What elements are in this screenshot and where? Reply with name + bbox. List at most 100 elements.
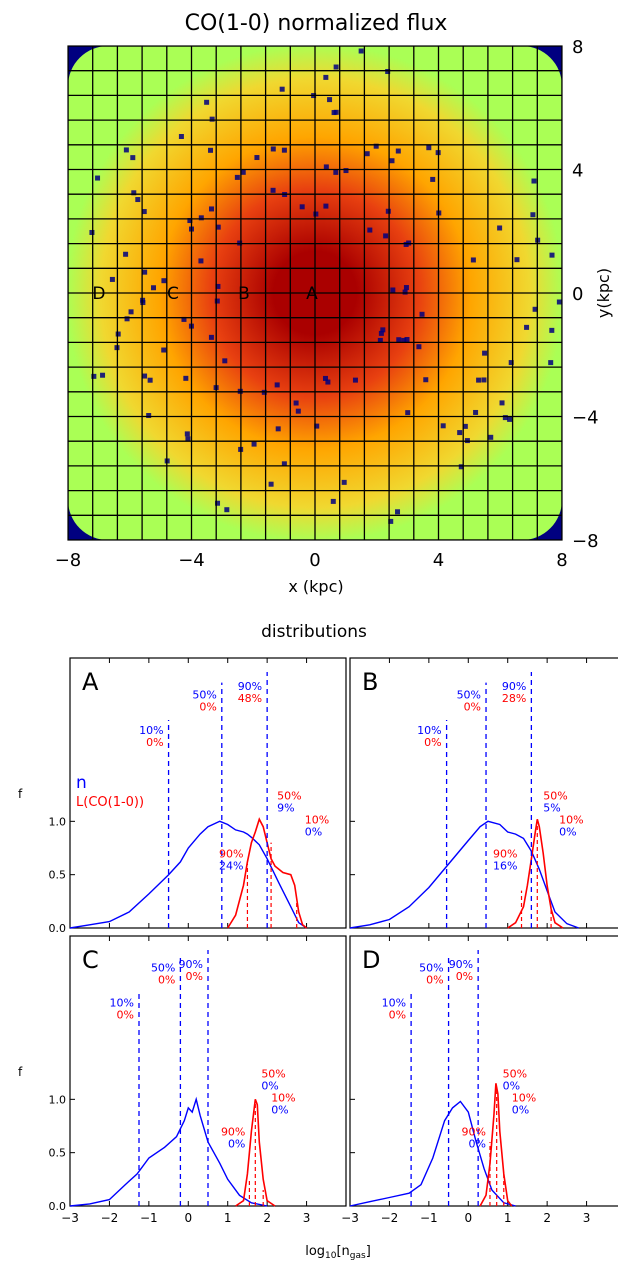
dist-xlabel-mid: [n <box>336 1244 349 1259</box>
co-percentile-label: 50% <box>503 1067 527 1080</box>
n-share-label: 0% <box>503 1079 520 1092</box>
map-xtick: 8 <box>556 550 567 571</box>
map-speckle <box>352 377 358 383</box>
co-curve <box>235 1099 276 1207</box>
map-speckle <box>440 423 446 429</box>
dist-xlabel-end: ] <box>366 1244 371 1259</box>
map-xlabel: x (kpc) <box>288 577 343 596</box>
co-share-label: 0% <box>464 701 481 714</box>
map-speckle <box>100 372 106 378</box>
map-speckle <box>214 298 220 304</box>
map-speckle <box>383 233 389 239</box>
panel-A: A0.00.51.0fnL(CO(1-0))10%0%50%0%90%48%90… <box>18 657 347 935</box>
panel-xtick-label: 1 <box>224 1211 232 1225</box>
n-share-label: 0% <box>559 825 576 838</box>
map-speckle <box>333 169 339 175</box>
map-speckle <box>293 400 299 406</box>
map-speckle <box>476 377 482 383</box>
map-speckle <box>215 283 221 289</box>
map-speckle <box>419 311 425 317</box>
map-speckle <box>508 360 514 366</box>
n-share-label: 9% <box>277 801 294 814</box>
map-speckle <box>481 377 487 383</box>
map-speckle <box>270 187 276 193</box>
map-speckle <box>128 309 134 315</box>
map-speckle <box>531 178 537 184</box>
map-ylabel: y(kpc) <box>594 268 613 318</box>
co-percentile-label: 10% <box>512 1091 536 1104</box>
co-share-label: 0% <box>424 736 441 749</box>
map-speckle <box>549 252 555 258</box>
panel-ytick-label: 1.0 <box>49 815 67 828</box>
panel-xtick-label: 3 <box>583 1211 591 1225</box>
n-percentile-label: 90% <box>179 958 203 971</box>
dist-xlabel-log: log <box>305 1244 325 1259</box>
map-speckle <box>358 48 364 54</box>
n-share-label: 0% <box>271 1103 288 1116</box>
map-speckle <box>405 410 411 416</box>
map-speckle <box>299 204 305 210</box>
map-speckle <box>208 147 214 153</box>
map-speckle <box>215 500 221 506</box>
n-share-label: 5% <box>543 801 560 814</box>
co-percentile-label: 50% <box>261 1067 285 1080</box>
map-speckle <box>109 276 115 282</box>
map-ytick: −4 <box>572 408 599 429</box>
map-speckle <box>146 413 152 419</box>
panel-xtick-label: −3 <box>341 1211 359 1225</box>
distributions-title: distributions <box>261 622 367 642</box>
panel-label: D <box>362 946 380 974</box>
panel-xtick-label: −3 <box>61 1211 79 1225</box>
map-speckle <box>499 400 505 406</box>
map-speckle <box>549 327 555 333</box>
map-speckle <box>323 164 329 170</box>
map-speckle <box>184 431 190 437</box>
n-share-label: 0% <box>469 1137 486 1150</box>
co-curve <box>479 1083 513 1207</box>
map-speckle <box>404 336 410 342</box>
n-percentile-label: 50% <box>419 961 443 974</box>
panel-ylabel: f <box>18 787 23 801</box>
n-percentile-label: 50% <box>457 689 481 702</box>
map-speckle <box>488 434 494 440</box>
map-speckle <box>323 74 329 80</box>
map-ytick: 0 <box>572 284 583 305</box>
n-curve <box>349 820 579 929</box>
map-speckle <box>115 331 121 337</box>
co-share-label: 0% <box>117 1009 134 1022</box>
n-percentile-label: 50% <box>192 689 216 702</box>
panel-frame <box>349 935 618 1207</box>
panel-xtick-label: 0 <box>464 1211 472 1225</box>
panel-xtick-label: 2 <box>263 1211 271 1225</box>
map-speckle <box>123 251 129 257</box>
map-speckle <box>209 206 215 212</box>
map-speckle <box>470 257 476 263</box>
map-speckle <box>124 316 130 322</box>
n-percentile-label: 90% <box>449 958 473 971</box>
map-speckle <box>395 509 401 515</box>
map-xtick: −4 <box>178 550 205 571</box>
map-speckle <box>390 287 396 293</box>
legend-co: L(CO(1-0)) <box>76 795 144 810</box>
n-share-label: 0% <box>228 1137 245 1150</box>
map-speckle <box>208 334 214 340</box>
map-speckle <box>333 109 339 115</box>
panel-ytick-label: 0.5 <box>49 1147 67 1160</box>
co-share-label: 0% <box>199 701 216 714</box>
map-speckle <box>313 211 319 217</box>
region-marker-D: D <box>92 284 105 304</box>
map-speckle <box>416 344 422 350</box>
n-curve <box>69 820 307 929</box>
map-speckle <box>327 97 333 103</box>
map-speckle <box>458 464 464 470</box>
map-body <box>68 46 562 540</box>
panel-ytick-label: 0.0 <box>49 1200 67 1213</box>
map-speckle <box>377 337 383 343</box>
legend-n: n <box>76 773 87 793</box>
panel-xtick-label: 0 <box>184 1211 192 1225</box>
panel-frame <box>349 657 618 929</box>
map-speckle <box>380 327 386 333</box>
map-speckle <box>240 169 246 175</box>
region-marker-C: C <box>167 284 179 304</box>
map-speckle <box>389 158 395 164</box>
